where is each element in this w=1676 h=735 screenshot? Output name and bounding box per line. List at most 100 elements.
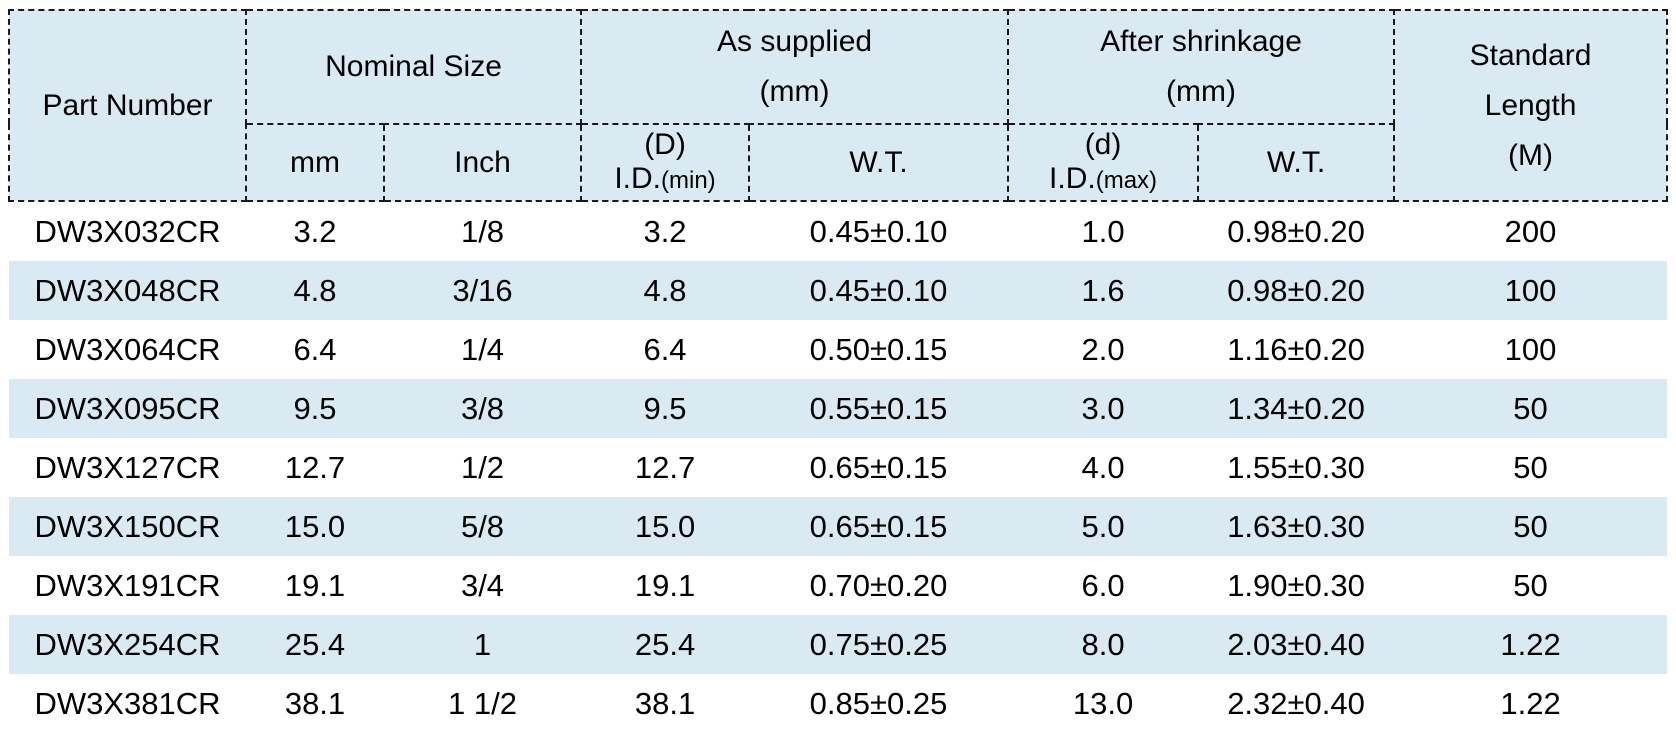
header-mm: mm [245,123,385,202]
cell-wt-supplied: 0.50±0.15 [809,331,948,367]
cell-wt-supplied: 0.45±0.10 [809,272,948,308]
header-inch: Inch [382,123,583,202]
cell-nominal-inch: 1/4 [460,331,505,367]
header-group-row: Part Number Nominal Size As supplied (mm… [8,9,1669,202]
cell-part-number: DW3X127CR [34,449,221,485]
cell-wt-shrinkage: 1.16±0.20 [1227,331,1365,367]
table-body: DW3X032CR 3.2 1/8 3.2 0.45±0.10 1.0 0.98… [9,201,1668,733]
cell-standard-length: 100 [1504,331,1557,367]
cell-part-number: DW3X095CR [34,390,221,426]
cell-wt-shrinkage: 0.98±0.20 [1227,272,1365,308]
header-id-min: (D) I.D.(min) [580,123,751,202]
header-standard-length-line1: Standard [1469,38,1592,72]
cell-part-number: DW3X254CR [34,626,221,662]
cell-part-number: DW3X032CR [34,213,221,249]
header-id-min-bottom: I.D.(min) [582,162,748,198]
cell-standard-length: 50 [1513,449,1548,485]
header-nominal-size: Nominal Size [244,9,583,125]
header-standard-length-line2: Length [1484,88,1577,122]
cell-wt-shrinkage: 1.55±0.30 [1227,449,1365,485]
cell-standard-length: 50 [1513,390,1548,426]
header-wt-after-shrinkage: W.T. [1197,123,1396,202]
table-row: DW3X032CR 3.2 1/8 3.2 0.45±0.10 1.0 0.98… [9,201,1668,261]
cell-wt-supplied: 0.70±0.20 [809,567,948,603]
cell-standard-length: 50 [1513,567,1548,603]
cell-part-number: DW3X064CR [34,331,221,367]
cell-nominal-inch: 1 [473,626,492,662]
cell-nominal-mm: 3.2 [293,213,337,249]
cell-nominal-mm: 19.1 [284,567,346,603]
table-row: DW3X064CR 6.4 1/4 6.4 0.50±0.15 2.0 1.16… [9,320,1668,379]
cell-id-max: 3.0 [1081,390,1125,426]
table-row: DW3X095CR 9.5 3/8 9.5 0.55±0.15 3.0 1.34… [9,379,1668,438]
cell-nominal-mm: 6.4 [293,331,337,367]
cell-id-min: 25.4 [634,626,696,662]
cell-part-number: DW3X381CR [34,685,221,721]
cell-standard-length: 1.22 [1500,685,1561,721]
cell-wt-supplied: 0.65±0.15 [809,508,948,544]
cell-nominal-inch: 3/8 [460,390,505,426]
cell-wt-supplied: 0.75±0.25 [809,626,948,662]
cell-wt-supplied: 0.45±0.10 [809,213,948,249]
cell-nominal-mm: 4.8 [293,272,337,308]
cell-wt-shrinkage: 1.34±0.20 [1227,390,1365,426]
header-id-min-label: I.D. [614,161,662,195]
cell-part-number: DW3X191CR [34,567,221,603]
cell-id-max: 4.0 [1081,449,1125,485]
cell-nominal-mm: 15.0 [284,508,346,544]
header-as-supplied: As supplied (mm) [580,9,1010,125]
cell-id-min: 4.8 [643,272,687,308]
cell-wt-supplied: 0.65±0.15 [809,449,948,485]
cell-nominal-inch: 1 1/2 [448,685,517,721]
cell-wt-shrinkage: 1.90±0.30 [1227,567,1365,603]
cell-id-min: 12.7 [634,449,696,485]
cell-nominal-mm: 25.4 [284,626,346,662]
table-row: DW3X381CR 38.1 1 1/2 38.1 0.85±0.25 13.0… [9,674,1668,733]
header-after-shrinkage-line1: After shrinkage [1100,25,1302,58]
cell-wt-supplied: 0.85±0.25 [809,685,948,721]
cell-id-max: 6.0 [1081,567,1125,603]
header-id-max-label: I.D. [1049,161,1096,195]
cell-nominal-inch: 1/8 [460,213,505,249]
cell-id-min: 6.4 [643,331,687,367]
header-id-max-top: (d) [1084,127,1122,161]
cell-id-min: 9.5 [643,390,687,426]
header-wt-as-supplied: W.T. [748,123,1010,202]
cell-wt-supplied: 0.55±0.15 [809,390,948,426]
cell-id-max: 2.0 [1081,331,1125,367]
cell-id-max: 13.0 [1072,685,1134,721]
header-id-min-top: (D) [644,127,686,161]
cell-wt-shrinkage: 2.32±0.40 [1227,685,1365,721]
cell-nominal-mm: 12.7 [284,449,346,485]
cell-id-max: 8.0 [1081,626,1125,662]
cell-id-max: 1.0 [1081,213,1125,249]
cell-nominal-mm: 9.5 [293,390,337,426]
cell-standard-length: 200 [1504,213,1557,249]
cell-id-min: 15.0 [634,508,696,544]
cell-id-max: 1.6 [1081,272,1125,308]
cell-id-max: 5.0 [1081,508,1125,544]
cell-id-min: 3.2 [643,213,687,249]
cell-wt-shrinkage: 0.98±0.20 [1227,213,1365,249]
cell-nominal-mm: 38.1 [284,685,346,721]
cell-part-number: DW3X150CR [34,508,221,544]
table-row: DW3X048CR 4.8 3/16 4.8 0.45±0.10 1.6 0.9… [9,261,1668,320]
header-part-number: Part Number [8,9,247,202]
cell-standard-length: 1.22 [1500,626,1561,662]
cell-nominal-inch: 5/8 [460,508,505,544]
cell-nominal-inch: 3/16 [452,272,513,308]
cell-wt-shrinkage: 2.03±0.40 [1227,626,1365,662]
header-standard-length: Standard Length (M) [1393,9,1669,202]
header-id-max-bottom: I.D.(max) [1009,162,1197,198]
cell-standard-length: 50 [1513,508,1548,544]
header-standard-length-line3: (M) [1508,138,1554,172]
cell-nominal-inch: 1/2 [460,449,505,485]
header-as-supplied-line2: (mm) [759,75,830,108]
header-after-shrinkage: After shrinkage (mm) [1007,9,1396,125]
header-id-min-qual: (min) [661,166,716,194]
table-row: DW3X127CR 12.7 1/2 12.7 0.65±0.15 4.0 1.… [9,438,1668,497]
header-id-max-qual: (max) [1095,166,1158,194]
cell-wt-shrinkage: 1.63±0.30 [1227,508,1365,544]
cell-id-min: 38.1 [634,685,696,721]
table-row: DW3X150CR 15.0 5/8 15.0 0.65±0.15 5.0 1.… [9,497,1668,556]
